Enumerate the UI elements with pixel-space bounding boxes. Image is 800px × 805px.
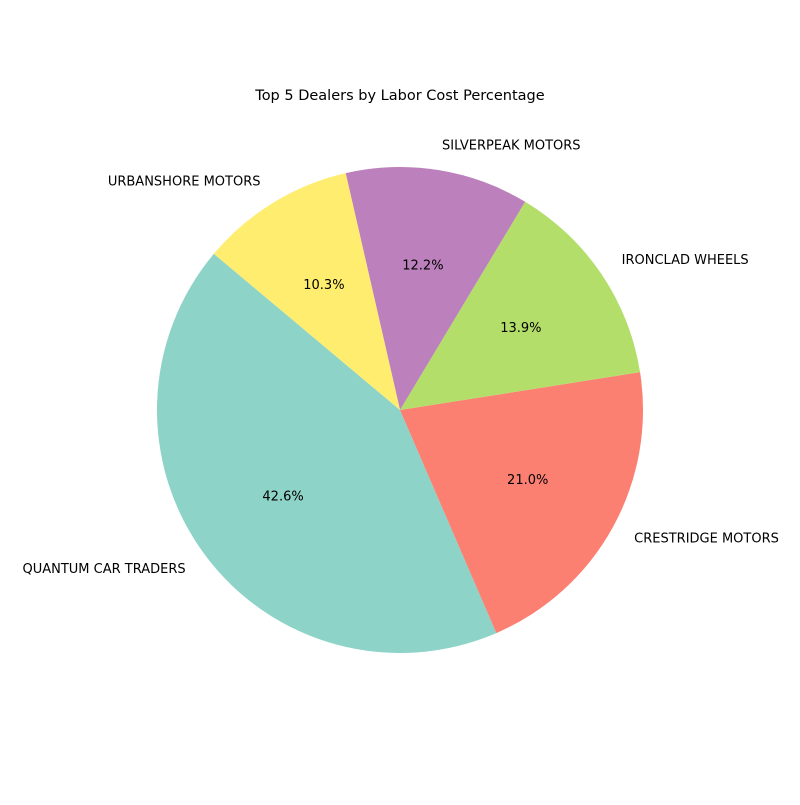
- slice-percent-quantum-car-traders: 42.6%: [262, 490, 303, 505]
- slice-label-urbanshore-motors: URBANSHORE MOTORS: [108, 174, 261, 189]
- pie-slice-urbanshore-motors: [213, 173, 400, 410]
- pie-slice-crestridge-motors: [400, 372, 643, 634]
- slice-label-ironclad-wheels: IRONCLAD WHEELS: [622, 253, 749, 268]
- slice-percent-ironclad-wheels: 13.9%: [500, 321, 541, 336]
- slice-percent-crestridge-motors: 21.0%: [507, 473, 548, 488]
- slice-label-silverpeak-motors: SILVERPEAK MOTORS: [442, 139, 581, 154]
- pie-slice-ironclad-wheels: [400, 201, 641, 410]
- slice-label-crestridge-motors: CRESTRIDGE MOTORS: [634, 531, 779, 546]
- pie-labels: QUANTUM CAR TRADERS 42.6% CRESTRIDGE MOTOR…: [22, 139, 778, 578]
- pie-slice-quantum-car-traders: [157, 253, 497, 653]
- pie-slices: [157, 167, 643, 653]
- slice-percent-silverpeak-motors: 12.2%: [402, 259, 443, 274]
- pie-slice-silverpeak-motors: [345, 167, 526, 410]
- slice-label-quantum-car-traders: QUANTUM CAR TRADERS: [22, 562, 185, 577]
- chart-title: Top 5 Dealers by Labor Cost Percentage: [254, 88, 544, 104]
- slice-percent-urbanshore-motors: 10.3%: [303, 278, 344, 293]
